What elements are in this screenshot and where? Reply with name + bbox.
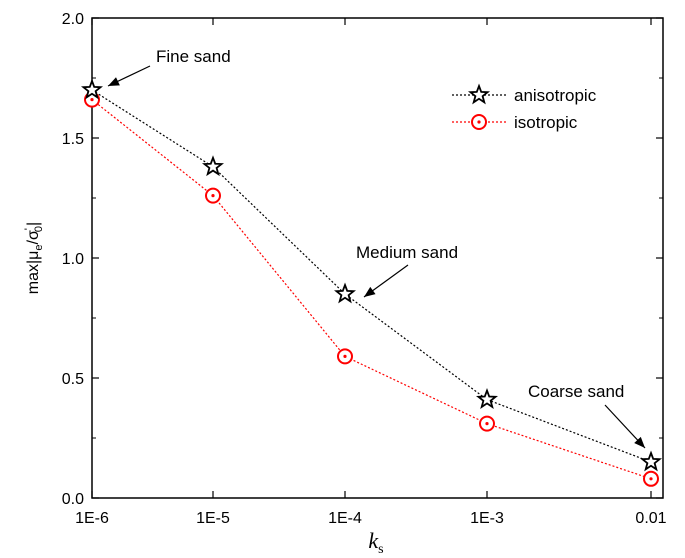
x-tick-label: 1E-6 [75,510,109,527]
y-label-prime: ' [23,228,35,230]
y-tick-label: 2.0 [62,11,84,28]
legend-label: anisotropic [514,86,597,105]
x-tick-label: 1E-3 [470,510,504,527]
annotations: Fine sand Medium sand Coarse sand [107,47,646,449]
data-point-star [334,282,356,304]
y-tick-label: 1.0 [62,251,84,268]
x-label-main: k [368,528,379,553]
data-point-star [468,83,490,105]
x-axis-ticks: 1E-6 1E-5 1E-4 1E-3 0.01 [75,18,667,527]
annotation-arrow-head [108,77,120,86]
legend-item-isotropic: isotropic [452,113,578,132]
x-tick-label: 1E-5 [196,510,230,527]
series-line [91,99,652,480]
y-label-slash: /σ [25,230,42,244]
y-label-sub-e: e [33,244,45,250]
data-point-star [640,450,662,472]
x-tick-label: 1E-4 [328,510,362,527]
y-axis-ticks: 0.0 0.5 1.0 1.5 2.0 [62,11,663,508]
series-line [91,89,652,463]
data-point-star [476,388,498,409]
svg-text:ks: ks [368,528,383,557]
annotation-arrow-head [364,286,376,297]
svg-text:max|μe/σ'0|: max|μe/σ'0| [23,222,45,294]
annotation-label: Fine sand [156,47,231,66]
annotation-label: Coarse sand [528,382,624,401]
data-point-dot [485,422,489,426]
legend: anisotropic isotropic [452,83,597,132]
annotation-medium-sand: Medium sand [356,243,458,298]
data-point-star [202,155,224,177]
y-label-max: max|μ [25,251,42,295]
legend-item-anisotropic: anisotropic [452,83,597,105]
x-axis-label: ks [368,528,383,557]
y-tick-label: 0.0 [62,491,84,508]
y-tick-label: 1.5 [62,131,84,148]
data-point-dot [90,98,94,102]
annotation-coarse-sand: Coarse sand [528,382,646,449]
series-layer [81,78,662,487]
y-label-sub-0: 0 [33,226,45,232]
legend-label: isotropic [514,113,578,132]
annotation-label: Medium sand [356,243,458,262]
y-axis-label: max|μe/σ'0| [23,222,45,294]
annotation-fine-sand: Fine sand [107,47,231,87]
annotation-arrow-head [634,436,645,448]
data-point-dot [477,120,481,124]
data-point-dot [343,354,347,358]
series-anisotropic [81,78,662,472]
x-label-sub: s [378,542,383,557]
data-point-dot [211,194,215,198]
y-tick-label: 0.5 [62,371,84,388]
data-point-dot [649,477,653,481]
y-label-close: | [25,222,42,226]
x-tick-label: 0.01 [635,510,666,527]
data-point-star [81,78,103,100]
